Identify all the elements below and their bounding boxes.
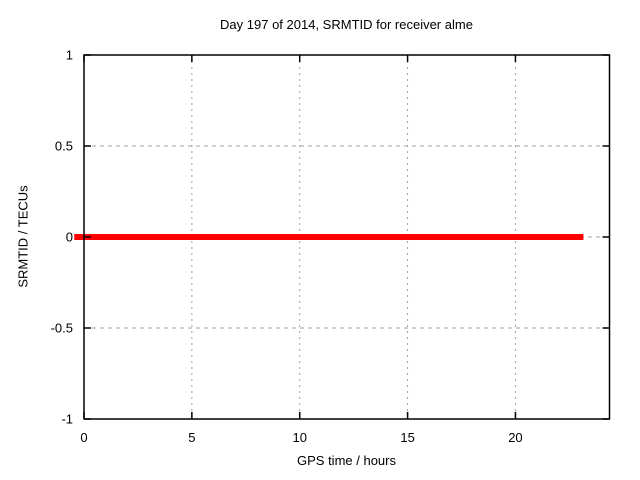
y-axis-label: SRMTID / TECUs	[15, 185, 31, 288]
x-tick-label: 5	[188, 430, 195, 445]
chart-title: Day 197 of 2014, SRMTID for receiver alm…	[220, 17, 473, 32]
y-tick-label: -1	[61, 412, 73, 427]
x-tick-label: 0	[80, 430, 87, 445]
x-tick-label: 20	[508, 430, 522, 445]
y-tick-label: 0	[66, 230, 73, 245]
y-tick-label: 0.5	[55, 139, 73, 154]
x-axis-label: GPS time / hours	[297, 453, 396, 468]
x-tick-label: 15	[400, 430, 414, 445]
x-tick-label: 10	[292, 430, 306, 445]
y-tick-label: -0.5	[51, 321, 73, 336]
y-tick-label: 1	[66, 48, 73, 63]
